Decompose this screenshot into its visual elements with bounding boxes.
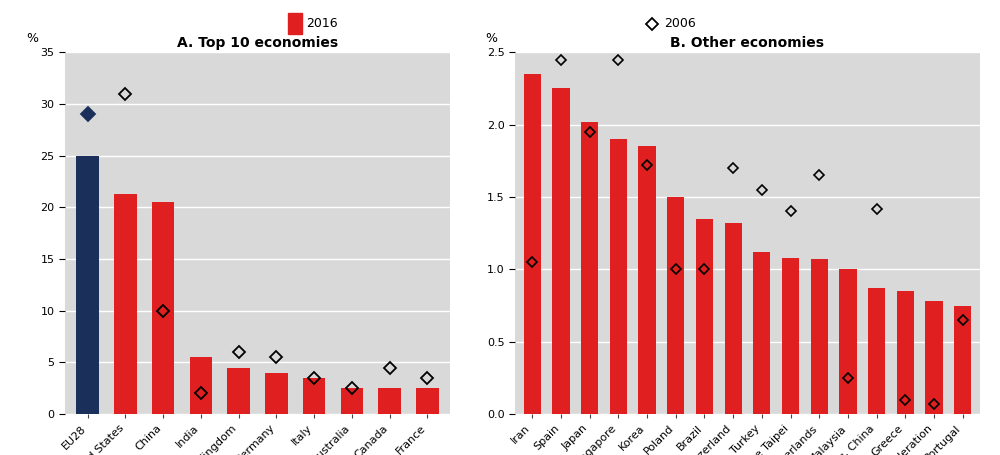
Bar [303, 378, 325, 414]
Bar [696, 219, 713, 414]
Bar [897, 291, 914, 414]
Text: 2016: 2016 [306, 17, 338, 30]
Bar [265, 373, 288, 414]
Title: A. Top 10 economies: A. Top 10 economies [177, 36, 338, 50]
Bar [811, 259, 828, 414]
Bar [868, 288, 885, 414]
Bar [782, 258, 799, 414]
Bar [288, 13, 302, 35]
Bar [76, 156, 99, 414]
Bar [753, 252, 770, 414]
Bar [227, 368, 250, 414]
Bar [581, 122, 598, 414]
Bar [341, 388, 363, 414]
Bar [725, 223, 742, 414]
Bar [925, 301, 943, 414]
Bar [552, 88, 570, 414]
Bar [416, 388, 439, 414]
Title: B. Other economies: B. Other economies [670, 36, 824, 50]
Bar [954, 306, 971, 414]
Text: 2006: 2006 [664, 17, 696, 30]
Text: %: % [26, 32, 38, 45]
Bar [524, 74, 541, 414]
Bar [667, 197, 684, 414]
Bar [378, 388, 401, 414]
Bar [839, 269, 857, 414]
Text: %: % [485, 32, 497, 45]
Bar [114, 194, 137, 414]
Bar [638, 147, 656, 414]
Bar [190, 357, 212, 414]
Bar [610, 139, 627, 414]
Bar [152, 202, 174, 414]
